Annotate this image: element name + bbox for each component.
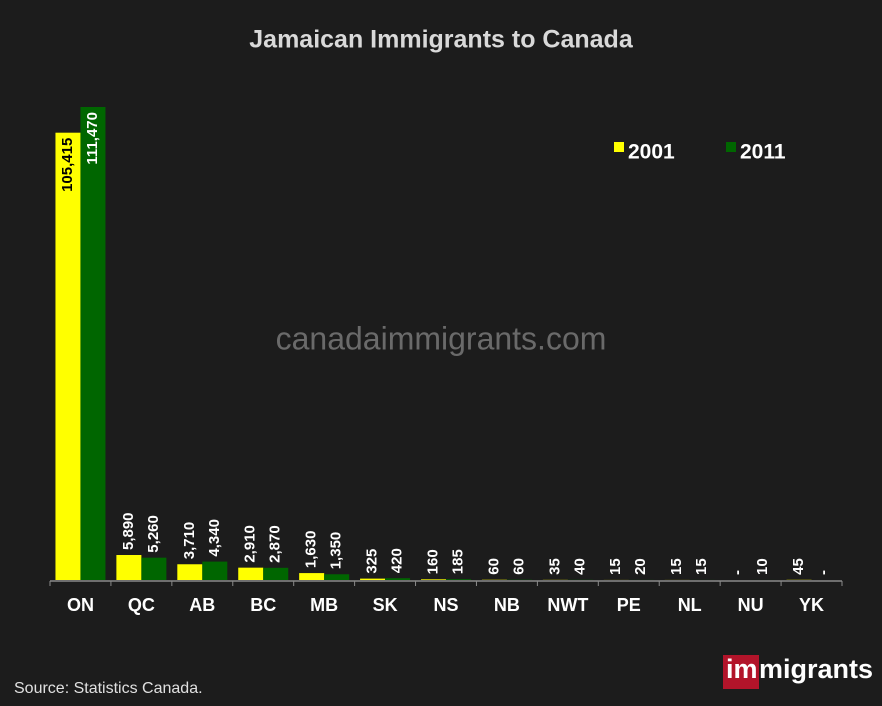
value-label: - [815, 570, 832, 575]
x-tick-label: ON [67, 595, 94, 615]
value-label: 5,260 [145, 515, 162, 553]
value-label: 60 [485, 558, 502, 575]
x-tick-label: YK [799, 595, 824, 615]
bar [116, 555, 142, 580]
x-tick-label: NS [433, 595, 458, 615]
x-tick-label: NL [678, 595, 702, 615]
x-tick-label: MB [310, 595, 338, 615]
bar [80, 107, 106, 580]
x-tick-label: PE [617, 595, 641, 615]
value-label: 20 [632, 558, 649, 575]
value-label: 5,890 [120, 512, 137, 550]
legend-label: 2001 [628, 141, 675, 164]
value-label: 60 [510, 558, 527, 575]
logo-text: migrants [759, 654, 873, 684]
value-label: 185 [449, 549, 466, 574]
bar [202, 561, 228, 580]
value-label: 1,630 [303, 531, 320, 569]
value-label: 15 [668, 558, 685, 575]
x-tick-label: NB [494, 595, 520, 615]
legend-swatch [726, 142, 736, 152]
bar [446, 579, 471, 580]
x-tick-label: NU [738, 595, 764, 615]
bar [299, 573, 325, 580]
value-label: 40 [571, 558, 588, 575]
value-label: 15 [693, 558, 710, 575]
chart-title: Jamaican Immigrants to Canada [249, 26, 634, 54]
x-tick-label: QC [128, 595, 155, 615]
bar [141, 557, 167, 580]
logo-box [723, 655, 759, 689]
value-label: 15 [607, 558, 624, 575]
x-tick-label: AB [189, 595, 215, 615]
bar [55, 132, 81, 580]
logo-highlight: im [726, 654, 758, 684]
value-label: 2,870 [267, 525, 284, 563]
value-label: 35 [546, 558, 563, 575]
value-label: - [729, 570, 746, 575]
bar [177, 564, 203, 580]
value-label: 420 [389, 548, 406, 573]
bar [385, 578, 411, 580]
watermark: canadaimmigrants.com [276, 320, 607, 356]
bar [324, 574, 350, 580]
bar [238, 567, 264, 580]
value-label: 1,350 [328, 532, 345, 570]
value-label: 325 [364, 549, 381, 574]
value-label: 105,415 [59, 138, 76, 192]
x-tick-label: SK [373, 595, 398, 615]
x-tick-label: BC [250, 595, 276, 615]
value-label: 160 [424, 549, 441, 574]
value-label: 4,340 [206, 519, 223, 557]
value-label: 45 [790, 558, 807, 575]
source: Source: Statistics Canada. [14, 680, 203, 697]
value-label: 3,710 [181, 522, 198, 560]
legend-swatch [614, 142, 624, 152]
bar [421, 579, 446, 580]
value-label: 111,470 [84, 112, 101, 165]
value-label: 2,910 [242, 525, 259, 563]
bar [263, 567, 289, 580]
bar [360, 578, 386, 580]
x-tick-label: NWT [547, 595, 588, 615]
value-label: 10 [754, 558, 771, 575]
legend-label: 2011 [740, 141, 786, 164]
